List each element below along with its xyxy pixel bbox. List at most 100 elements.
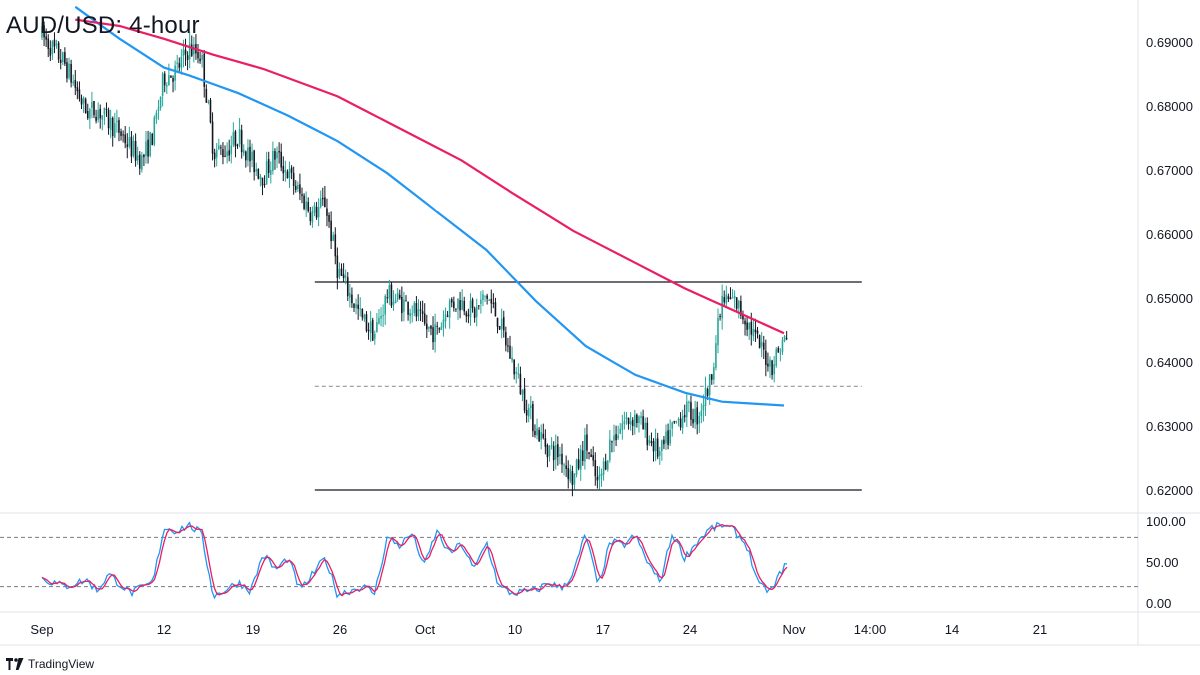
candle-body bbox=[76, 87, 79, 92]
candle-body bbox=[675, 420, 678, 423]
candle-body bbox=[299, 184, 301, 194]
candle-body bbox=[629, 421, 632, 425]
candle-body bbox=[55, 44, 58, 46]
candle-body bbox=[297, 184, 299, 190]
candle-body bbox=[536, 428, 538, 436]
candle-body bbox=[265, 161, 268, 185]
candle-body bbox=[500, 318, 503, 329]
candle-body bbox=[631, 419, 634, 427]
x-tick-label: 19 bbox=[246, 622, 260, 637]
candle-body bbox=[683, 415, 686, 418]
osc-tick-label: 100.00 bbox=[1146, 514, 1186, 529]
candle-body bbox=[642, 416, 644, 430]
candle-body bbox=[232, 132, 235, 145]
candle-body bbox=[519, 373, 522, 394]
candle-body bbox=[45, 36, 47, 40]
candle-body bbox=[571, 471, 574, 485]
tradingview-brand: TradingView bbox=[6, 657, 94, 671]
candle-body bbox=[517, 373, 520, 375]
candle-body bbox=[218, 145, 220, 149]
candle-body bbox=[151, 133, 154, 146]
candle-body bbox=[654, 438, 657, 451]
candle-body bbox=[159, 96, 162, 108]
candle-body bbox=[488, 299, 490, 301]
candle-body bbox=[390, 284, 393, 306]
candle-body bbox=[203, 53, 206, 87]
candle-body bbox=[303, 195, 305, 209]
candle-body bbox=[677, 419, 680, 421]
candle-body bbox=[376, 322, 378, 333]
candle-body bbox=[669, 429, 671, 444]
candle-body bbox=[606, 460, 609, 470]
candle-body bbox=[727, 296, 730, 300]
x-tick-label: 17 bbox=[596, 622, 610, 637]
candle-body bbox=[124, 134, 126, 144]
candle-body bbox=[116, 121, 118, 123]
candle-body bbox=[132, 140, 135, 156]
candle-body bbox=[729, 297, 732, 300]
candle-body bbox=[311, 211, 314, 223]
candle-body bbox=[342, 274, 345, 279]
candle-body bbox=[186, 55, 189, 60]
candle-body bbox=[773, 364, 775, 375]
candle-body bbox=[611, 441, 613, 443]
candle-body bbox=[463, 300, 466, 312]
candle-body bbox=[207, 101, 210, 103]
candle-body bbox=[417, 309, 420, 317]
candle-body bbox=[656, 438, 659, 457]
candle-body bbox=[623, 420, 626, 424]
y-tick-label: 0.67000 bbox=[1146, 163, 1193, 178]
candle-body bbox=[153, 117, 156, 145]
candle-body bbox=[590, 454, 592, 458]
candle-body bbox=[178, 63, 181, 68]
candle-body bbox=[253, 150, 255, 173]
x-tick-label: 14:00 bbox=[854, 622, 887, 637]
candle-body bbox=[478, 305, 480, 307]
candle-body bbox=[671, 422, 674, 429]
candle-body bbox=[68, 63, 70, 78]
candle-body bbox=[340, 268, 343, 276]
candle-body bbox=[278, 151, 280, 153]
candle-body bbox=[428, 326, 430, 329]
candle-body bbox=[746, 322, 748, 330]
candle-body bbox=[548, 446, 551, 456]
candle-body bbox=[378, 317, 380, 324]
candle-body bbox=[80, 98, 83, 105]
osc-tick-label: 0.00 bbox=[1146, 596, 1171, 611]
candle-body bbox=[59, 59, 62, 63]
candle-body bbox=[238, 128, 241, 145]
y-tick-label: 0.62000 bbox=[1146, 483, 1193, 498]
candle-body bbox=[155, 112, 158, 119]
candle-body bbox=[634, 414, 636, 427]
x-tick-label: 12 bbox=[157, 622, 171, 637]
candle-body bbox=[396, 293, 399, 300]
candle-body bbox=[480, 299, 482, 304]
candle-body bbox=[97, 110, 99, 120]
candle-body bbox=[344, 276, 347, 278]
candle-body bbox=[550, 444, 553, 447]
candle-body bbox=[748, 322, 750, 330]
candle-body bbox=[64, 52, 66, 64]
candle-body bbox=[126, 144, 129, 147]
candle-body bbox=[475, 306, 478, 317]
candle-body bbox=[305, 201, 307, 210]
candle-body bbox=[652, 441, 655, 452]
candle-body bbox=[534, 431, 536, 435]
candle-body bbox=[267, 159, 270, 174]
candle-body bbox=[419, 309, 422, 311]
candle-body bbox=[301, 194, 303, 196]
candle-body bbox=[72, 81, 74, 84]
candle-body bbox=[681, 416, 684, 429]
candle-body bbox=[315, 206, 318, 218]
candle-body bbox=[122, 134, 124, 136]
candle-body bbox=[756, 330, 759, 334]
candle-body bbox=[149, 132, 151, 156]
candle-body bbox=[205, 88, 208, 103]
candle-body bbox=[317, 207, 320, 218]
candle-body bbox=[442, 319, 445, 328]
candle-body bbox=[692, 418, 694, 424]
y-tick-label: 0.66000 bbox=[1146, 227, 1193, 242]
y-tick-label: 0.63000 bbox=[1146, 419, 1193, 434]
candle-body bbox=[109, 117, 112, 130]
candle-body bbox=[673, 421, 676, 423]
